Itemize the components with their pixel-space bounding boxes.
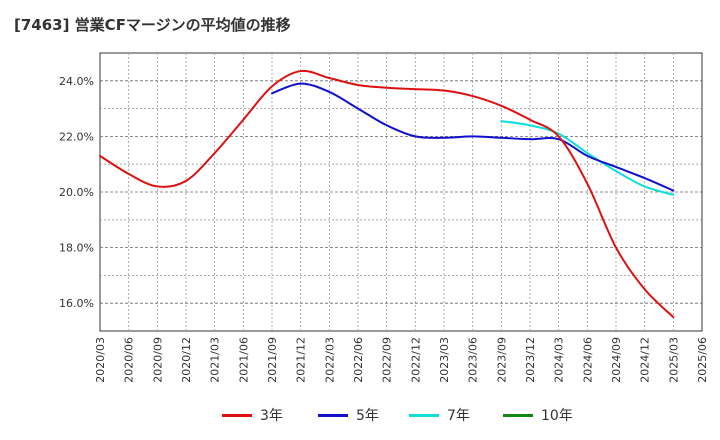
legend-item: 7年 <box>409 404 470 426</box>
y-tick-label: 16.0% <box>59 297 94 310</box>
legend-label: 3年 <box>260 408 283 424</box>
series-line-1 <box>99 69 675 319</box>
series-line-2 <box>271 82 675 192</box>
x-axis-tick-labels: 2020/03 2020/06 2020/09 2020/12 2021/03 2021/… <box>94 337 709 383</box>
x-tick-label: 2021/12 <box>295 337 308 383</box>
x-tick-label: 2024/03 <box>553 337 566 383</box>
x-tick-label: 2021/06 <box>237 337 250 383</box>
x-tick-label: 2023/03 <box>438 337 451 383</box>
legend-swatch <box>409 413 439 417</box>
legend-swatch <box>222 413 252 417</box>
legend-label: 10年 <box>541 408 573 424</box>
y-tick-label: 18.0% <box>59 242 94 255</box>
y-tick-label: 24.0% <box>59 75 94 88</box>
legend-item: 5年 <box>318 404 379 426</box>
series-lines <box>99 69 675 319</box>
x-tick-label: 2022/06 <box>352 337 365 383</box>
x-tick-label: 2020/12 <box>180 337 193 383</box>
x-tick-label: 2022/09 <box>381 337 394 383</box>
x-tick-label: 2022/03 <box>323 337 336 383</box>
x-tick-label: 2023/12 <box>524 337 537 383</box>
x-tick-label: 2025/03 <box>667 337 680 383</box>
legend-label: 7年 <box>447 408 470 424</box>
horizontal-gridlines <box>100 80 702 304</box>
x-tick-label: 2021/03 <box>209 337 222 383</box>
chart-title: [7463] 営業CFマージンの平均値の推移 <box>14 16 291 34</box>
x-tick-label: 2020/03 <box>94 337 107 383</box>
legend-swatch <box>318 413 348 417</box>
y-axis-tick-labels: 16.0% 18.0% 20.0% 22.0% 24.0% <box>59 75 94 310</box>
x-tick-label: 2024/12 <box>639 337 652 383</box>
legend: 3年 5年 7年 10年 <box>0 404 720 426</box>
x-tick-label: 2020/09 <box>151 337 164 383</box>
x-tick-label: 2023/09 <box>495 337 508 383</box>
legend-swatch <box>503 413 533 417</box>
series-line-3 <box>500 120 675 196</box>
legend-item: 3年 <box>222 404 283 426</box>
x-tick-label: 2024/09 <box>610 337 623 383</box>
legend-item: 10年 <box>503 404 573 426</box>
x-tick-label: 2022/12 <box>409 337 422 383</box>
x-tick-label: 2020/06 <box>123 337 136 383</box>
x-tick-label: 2025/06 <box>696 337 709 383</box>
x-tick-label: 2021/09 <box>266 337 279 383</box>
x-tick-label: 2024/06 <box>581 337 594 383</box>
y-tick-label: 20.0% <box>59 186 94 199</box>
y-tick-label: 22.0% <box>59 130 94 143</box>
x-tick-label: 2023/06 <box>467 337 480 383</box>
legend-label: 5年 <box>356 408 379 424</box>
